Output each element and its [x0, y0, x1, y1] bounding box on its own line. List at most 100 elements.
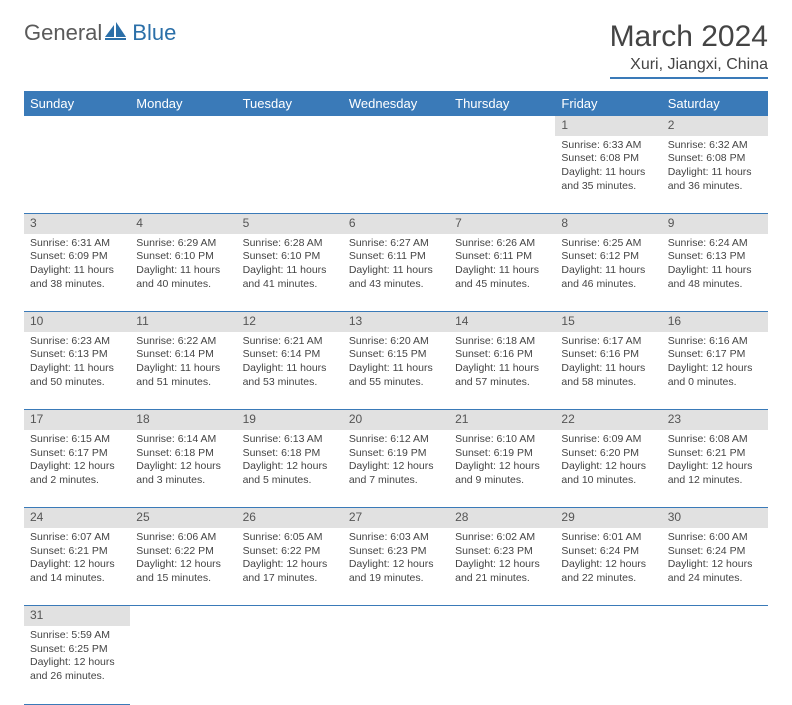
- sunset-line: Sunset: 6:11 PM: [349, 250, 443, 264]
- weekday-header: Saturday: [662, 91, 768, 116]
- detail-row: Sunrise: 6:07 AMSunset: 6:21 PMDaylight:…: [24, 528, 768, 606]
- day-number-cell: 12: [237, 312, 343, 332]
- sunrise-line: Sunrise: 6:23 AM: [30, 335, 124, 349]
- day-number-cell: 5: [237, 214, 343, 234]
- day-number-cell: 11: [130, 312, 236, 332]
- daylight-line: Daylight: 11 hours and 40 minutes.: [136, 264, 230, 291]
- daylight-line: Daylight: 12 hours and 17 minutes.: [243, 558, 337, 585]
- day-detail-cell: Sunrise: 6:15 AMSunset: 6:17 PMDaylight:…: [24, 430, 130, 508]
- daylight-line: Daylight: 12 hours and 10 minutes.: [561, 460, 655, 487]
- daylight-line: Daylight: 12 hours and 26 minutes.: [30, 656, 124, 683]
- day-detail-cell: Sunrise: 6:16 AMSunset: 6:17 PMDaylight:…: [662, 332, 768, 410]
- day-number-cell: [449, 116, 555, 136]
- sunset-line: Sunset: 6:13 PM: [30, 348, 124, 362]
- sunset-line: Sunset: 6:21 PM: [668, 447, 762, 461]
- daylight-line: Daylight: 12 hours and 24 minutes.: [668, 558, 762, 585]
- detail-row: Sunrise: 5:59 AMSunset: 6:25 PMDaylight:…: [24, 626, 768, 704]
- day-detail-cell: Sunrise: 6:07 AMSunset: 6:21 PMDaylight:…: [24, 528, 130, 606]
- daylight-line: Daylight: 12 hours and 5 minutes.: [243, 460, 337, 487]
- day-number-cell: 26: [237, 508, 343, 528]
- daylight-line: Daylight: 11 hours and 45 minutes.: [455, 264, 549, 291]
- day-number-cell: [237, 606, 343, 626]
- daylight-line: Daylight: 11 hours and 43 minutes.: [349, 264, 443, 291]
- sunset-line: Sunset: 6:22 PM: [243, 545, 337, 559]
- day-number-cell: 16: [662, 312, 768, 332]
- daylight-line: Daylight: 12 hours and 19 minutes.: [349, 558, 443, 585]
- daylight-line: Daylight: 11 hours and 57 minutes.: [455, 362, 549, 389]
- day-number-cell: 1: [555, 116, 661, 136]
- sunrise-line: Sunrise: 6:28 AM: [243, 237, 337, 251]
- weekday-header: Wednesday: [343, 91, 449, 116]
- day-number-cell: 30: [662, 508, 768, 528]
- sunrise-line: Sunrise: 6:31 AM: [30, 237, 124, 251]
- day-number-cell: 19: [237, 410, 343, 430]
- day-number-cell: 23: [662, 410, 768, 430]
- sunrise-line: Sunrise: 6:24 AM: [668, 237, 762, 251]
- day-detail-cell: Sunrise: 6:29 AMSunset: 6:10 PMDaylight:…: [130, 234, 236, 312]
- day-detail-cell: [555, 626, 661, 704]
- sunset-line: Sunset: 6:09 PM: [30, 250, 124, 264]
- day-number-cell: 14: [449, 312, 555, 332]
- day-number-cell: [449, 606, 555, 626]
- sunrise-line: Sunrise: 6:25 AM: [561, 237, 655, 251]
- sunrise-line: Sunrise: 6:33 AM: [561, 139, 655, 153]
- day-number-cell: 7: [449, 214, 555, 234]
- day-detail-cell: Sunrise: 6:14 AMSunset: 6:18 PMDaylight:…: [130, 430, 236, 508]
- sunset-line: Sunset: 6:18 PM: [243, 447, 337, 461]
- day-number-cell: 4: [130, 214, 236, 234]
- day-detail-cell: Sunrise: 6:10 AMSunset: 6:19 PMDaylight:…: [449, 430, 555, 508]
- title-block: March 2024 Xuri, Jiangxi, China: [610, 20, 768, 79]
- day-detail-cell: Sunrise: 6:05 AMSunset: 6:22 PMDaylight:…: [237, 528, 343, 606]
- day-number-cell: 6: [343, 214, 449, 234]
- day-detail-cell: Sunrise: 6:17 AMSunset: 6:16 PMDaylight:…: [555, 332, 661, 410]
- day-detail-cell: [343, 626, 449, 704]
- day-detail-cell: Sunrise: 5:59 AMSunset: 6:25 PMDaylight:…: [24, 626, 130, 704]
- day-detail-cell: Sunrise: 6:28 AMSunset: 6:10 PMDaylight:…: [237, 234, 343, 312]
- day-number-cell: [662, 606, 768, 626]
- daynum-row: 12: [24, 116, 768, 136]
- daynum-row: 10111213141516: [24, 312, 768, 332]
- day-detail-cell: Sunrise: 6:01 AMSunset: 6:24 PMDaylight:…: [555, 528, 661, 606]
- sunrise-line: Sunrise: 6:01 AM: [561, 531, 655, 545]
- sunrise-line: Sunrise: 6:10 AM: [455, 433, 549, 447]
- sunset-line: Sunset: 6:22 PM: [136, 545, 230, 559]
- day-number-cell: 31: [24, 606, 130, 626]
- day-number-cell: 2: [662, 116, 768, 136]
- sunset-line: Sunset: 6:14 PM: [243, 348, 337, 362]
- daylight-line: Daylight: 11 hours and 35 minutes.: [561, 166, 655, 193]
- day-number-cell: [343, 116, 449, 136]
- daylight-line: Daylight: 12 hours and 12 minutes.: [668, 460, 762, 487]
- sunrise-line: Sunrise: 5:59 AM: [30, 629, 124, 643]
- sunrise-line: Sunrise: 6:26 AM: [455, 237, 549, 251]
- calendar-table: SundayMondayTuesdayWednesdayThursdayFrid…: [24, 91, 768, 705]
- daylight-line: Daylight: 12 hours and 15 minutes.: [136, 558, 230, 585]
- daylight-line: Daylight: 12 hours and 21 minutes.: [455, 558, 549, 585]
- day-number-cell: 18: [130, 410, 236, 430]
- day-detail-cell: [343, 136, 449, 214]
- sunrise-line: Sunrise: 6:18 AM: [455, 335, 549, 349]
- daylight-line: Daylight: 11 hours and 36 minutes.: [668, 166, 762, 193]
- sunset-line: Sunset: 6:25 PM: [30, 643, 124, 657]
- day-detail-cell: Sunrise: 6:02 AMSunset: 6:23 PMDaylight:…: [449, 528, 555, 606]
- day-detail-cell: Sunrise: 6:22 AMSunset: 6:14 PMDaylight:…: [130, 332, 236, 410]
- day-detail-cell: [237, 136, 343, 214]
- day-detail-cell: Sunrise: 6:13 AMSunset: 6:18 PMDaylight:…: [237, 430, 343, 508]
- sunrise-line: Sunrise: 6:03 AM: [349, 531, 443, 545]
- sunset-line: Sunset: 6:17 PM: [30, 447, 124, 461]
- day-detail-cell: [130, 626, 236, 704]
- daynum-row: 17181920212223: [24, 410, 768, 430]
- sunrise-line: Sunrise: 6:16 AM: [668, 335, 762, 349]
- day-detail-cell: Sunrise: 6:18 AMSunset: 6:16 PMDaylight:…: [449, 332, 555, 410]
- weekday-header: Friday: [555, 91, 661, 116]
- daylight-line: Daylight: 12 hours and 0 minutes.: [668, 362, 762, 389]
- day-number-cell: [130, 606, 236, 626]
- daylight-line: Daylight: 11 hours and 58 minutes.: [561, 362, 655, 389]
- sunset-line: Sunset: 6:14 PM: [136, 348, 230, 362]
- daylight-line: Daylight: 11 hours and 55 minutes.: [349, 362, 443, 389]
- sunrise-line: Sunrise: 6:07 AM: [30, 531, 124, 545]
- sunset-line: Sunset: 6:13 PM: [668, 250, 762, 264]
- day-number-cell: 13: [343, 312, 449, 332]
- sunset-line: Sunset: 6:16 PM: [561, 348, 655, 362]
- day-detail-cell: Sunrise: 6:12 AMSunset: 6:19 PMDaylight:…: [343, 430, 449, 508]
- day-detail-cell: Sunrise: 6:20 AMSunset: 6:15 PMDaylight:…: [343, 332, 449, 410]
